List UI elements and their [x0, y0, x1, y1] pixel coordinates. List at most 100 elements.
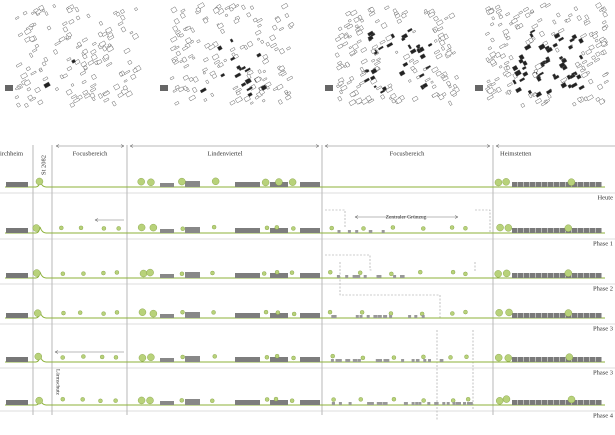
- building: [489, 22, 495, 27]
- building: [113, 83, 121, 91]
- tree: [274, 225, 280, 230]
- building: [90, 73, 97, 80]
- tree: [502, 395, 511, 403]
- tree: [61, 310, 66, 316]
- building: [44, 11, 49, 16]
- tree: [211, 177, 220, 186]
- building: [170, 6, 178, 14]
- building: [578, 37, 584, 44]
- tree: [504, 354, 512, 362]
- building: [347, 18, 352, 23]
- building: [73, 97, 81, 104]
- tree: [421, 354, 426, 360]
- building: [560, 77, 568, 84]
- building: [439, 35, 446, 42]
- building: [6, 357, 28, 362]
- building: [246, 86, 253, 92]
- section-rows: Heute Phase 1 Phase 2 Phase 3 Phase 3 Phase 4: [0, 177, 615, 419]
- building: [445, 50, 453, 57]
- building: [81, 37, 88, 43]
- building: [435, 53, 443, 60]
- building: [518, 58, 524, 64]
- building: [370, 402, 374, 405]
- tree: [99, 354, 105, 360]
- building: [367, 402, 371, 405]
- building: [363, 275, 367, 278]
- building: [172, 25, 179, 32]
- building: [43, 81, 51, 89]
- building: [23, 28, 32, 36]
- building: [427, 402, 431, 405]
- building: [596, 400, 602, 405]
- building: [345, 275, 349, 278]
- building: [385, 34, 393, 42]
- building: [529, 32, 534, 38]
- building: [257, 69, 262, 74]
- building: [6, 228, 28, 233]
- building: [524, 228, 530, 233]
- building: [584, 400, 590, 405]
- building: [87, 59, 95, 66]
- building: [76, 41, 82, 47]
- building: [573, 6, 579, 12]
- building: [203, 57, 209, 63]
- building: [270, 228, 288, 233]
- building: [28, 35, 36, 43]
- building: [577, 96, 583, 103]
- building: [210, 92, 215, 97]
- building: [383, 315, 387, 318]
- building: [354, 359, 358, 362]
- building: [6, 313, 28, 318]
- building: [531, 71, 539, 79]
- row-label: Phase 3: [593, 369, 613, 376]
- building: [542, 313, 548, 318]
- tree: [146, 396, 154, 405]
- tree: [101, 270, 106, 276]
- building: [134, 7, 138, 12]
- building: [337, 43, 344, 50]
- building: [349, 91, 357, 98]
- building: [241, 4, 246, 10]
- building: [431, 92, 439, 98]
- building: [494, 77, 500, 82]
- building: [89, 92, 96, 99]
- building: [33, 8, 39, 13]
- building: [590, 357, 596, 362]
- building: [568, 13, 573, 18]
- building: [601, 25, 608, 32]
- building: [560, 313, 566, 318]
- building: [446, 80, 452, 87]
- building: [220, 72, 226, 78]
- building: [524, 273, 530, 278]
- building: [536, 273, 542, 278]
- building: [486, 87, 495, 95]
- building: [542, 400, 548, 405]
- building: [560, 82, 568, 89]
- building: [584, 14, 590, 21]
- building: [586, 70, 591, 75]
- building: [62, 21, 68, 26]
- tree: [147, 178, 155, 186]
- building: [278, 48, 285, 55]
- building: [511, 17, 518, 25]
- row-label: Phase 1: [593, 240, 613, 247]
- building: [97, 31, 104, 38]
- zone-label: Focusbereich: [390, 150, 425, 157]
- building: [416, 75, 421, 80]
- building: [338, 32, 345, 39]
- tree: [502, 178, 510, 186]
- building: [232, 85, 239, 91]
- building: [278, 26, 284, 32]
- building: [101, 31, 108, 37]
- building: [412, 68, 418, 74]
- building: [286, 46, 291, 51]
- building: [393, 11, 399, 16]
- tree: [137, 177, 145, 186]
- tree: [147, 353, 155, 361]
- tree: [391, 355, 397, 360]
- building: [498, 14, 504, 20]
- building: [338, 359, 342, 362]
- building: [24, 102, 29, 108]
- building: [454, 75, 459, 80]
- tree: [261, 178, 270, 187]
